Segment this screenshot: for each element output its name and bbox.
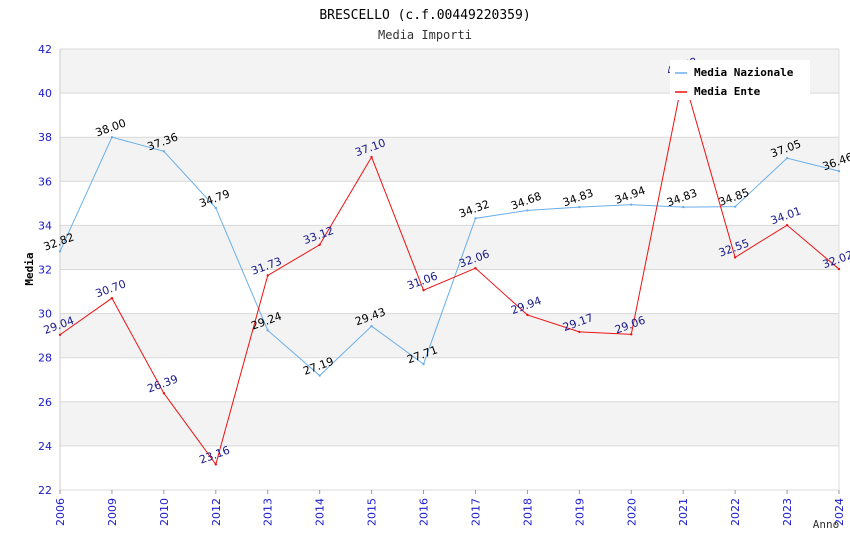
legend-box bbox=[670, 60, 810, 100]
y-tick-label: 36 bbox=[38, 175, 52, 188]
legend-label: Media Ente bbox=[694, 85, 761, 98]
data-point bbox=[162, 150, 166, 153]
y-tick-label: 28 bbox=[38, 352, 52, 365]
data-label: 34.94 bbox=[613, 184, 647, 207]
x-tick-label: 2006 bbox=[54, 498, 67, 526]
data-point bbox=[370, 324, 373, 328]
data-point bbox=[214, 463, 217, 466]
x-tick-label: 2021 bbox=[677, 498, 690, 526]
grid-band bbox=[60, 313, 839, 358]
grid-band bbox=[60, 137, 839, 182]
data-point bbox=[837, 267, 841, 271]
data-point bbox=[214, 206, 217, 210]
data-label: 34.83 bbox=[665, 186, 699, 209]
data-point bbox=[318, 374, 321, 377]
data-point bbox=[58, 250, 62, 253]
data-point bbox=[422, 289, 425, 292]
data-label: 31.06 bbox=[405, 269, 439, 292]
grid bbox=[60, 48, 839, 491]
x-tick-label: 2010 bbox=[158, 498, 171, 526]
data-point bbox=[110, 296, 114, 300]
y-axis-label: Media bbox=[23, 252, 36, 285]
y-tick-label: 24 bbox=[38, 440, 52, 453]
data-point bbox=[370, 155, 373, 159]
x-tick-label: 2019 bbox=[573, 498, 586, 526]
x-axis-label: Anno bbox=[813, 518, 840, 531]
y-tick-label: 26 bbox=[38, 396, 52, 409]
y-tick-label: 30 bbox=[38, 308, 52, 321]
x-tick-label: 2016 bbox=[418, 498, 431, 526]
data-point bbox=[578, 205, 581, 209]
data-point bbox=[682, 205, 685, 209]
data-point bbox=[474, 217, 477, 220]
data-point bbox=[785, 156, 789, 160]
data-label: 34.01 bbox=[769, 204, 803, 227]
series-line-media-ente bbox=[59, 75, 840, 466]
x-tick-label: 2018 bbox=[521, 498, 534, 526]
data-point bbox=[630, 333, 633, 336]
data-point bbox=[733, 256, 737, 259]
x-tick-label: 2012 bbox=[210, 498, 223, 526]
data-point bbox=[110, 136, 114, 139]
legend: Media Nazionale Media Ente bbox=[670, 60, 810, 100]
data-point bbox=[266, 274, 269, 277]
y-tick-label: 42 bbox=[38, 43, 52, 56]
data-point bbox=[785, 223, 789, 227]
x-tick-label: 2024 bbox=[833, 498, 846, 526]
x-tick-label: 2014 bbox=[314, 498, 327, 526]
series-line-media-nazionale bbox=[59, 136, 840, 377]
series bbox=[58, 74, 841, 466]
data-point bbox=[526, 209, 529, 212]
x-tick-label: 2023 bbox=[781, 498, 794, 526]
data-label: 38.00 bbox=[94, 116, 128, 139]
grid-band bbox=[60, 401, 839, 446]
data-label: 34.85 bbox=[717, 186, 751, 209]
data-point bbox=[733, 205, 737, 208]
data-point bbox=[318, 243, 321, 247]
y-tick-label: 40 bbox=[38, 87, 52, 100]
data-point bbox=[474, 266, 477, 270]
data-label: 30.70 bbox=[94, 277, 128, 300]
grid-band bbox=[60, 225, 839, 270]
data-point bbox=[578, 330, 581, 334]
data-point bbox=[58, 333, 62, 336]
data-point bbox=[837, 169, 841, 173]
data-point bbox=[162, 392, 166, 395]
y-tick-label: 22 bbox=[38, 484, 52, 497]
x-tick-label: 2022 bbox=[729, 498, 742, 526]
x-tick-label: 2017 bbox=[469, 498, 482, 526]
x-tick-label: 2013 bbox=[262, 498, 275, 526]
legend-label: Media Nazionale bbox=[694, 66, 794, 79]
data-point bbox=[422, 362, 425, 366]
x-tick-label: 2020 bbox=[625, 498, 638, 526]
axes: 22 24 26 28 30 32 34 36 38 40 42 2006 2009 2010 2012 20… bbox=[38, 43, 846, 526]
y-tick-label: 32 bbox=[38, 264, 52, 277]
x-tick-label: 2009 bbox=[106, 498, 119, 526]
y-tick-label: 34 bbox=[38, 219, 52, 232]
y-tick-label: 38 bbox=[38, 131, 52, 144]
data-point bbox=[526, 313, 529, 317]
data-point bbox=[630, 203, 633, 206]
data-label: 34.83 bbox=[561, 186, 595, 209]
x-tick-label: 2015 bbox=[366, 498, 379, 526]
chart-title: BRESCELLO (c.f.00449220359) bbox=[319, 8, 530, 23]
chart-subtitle: Media Importi bbox=[378, 28, 472, 42]
data-label: 34.68 bbox=[509, 190, 543, 213]
data-point bbox=[266, 329, 269, 332]
